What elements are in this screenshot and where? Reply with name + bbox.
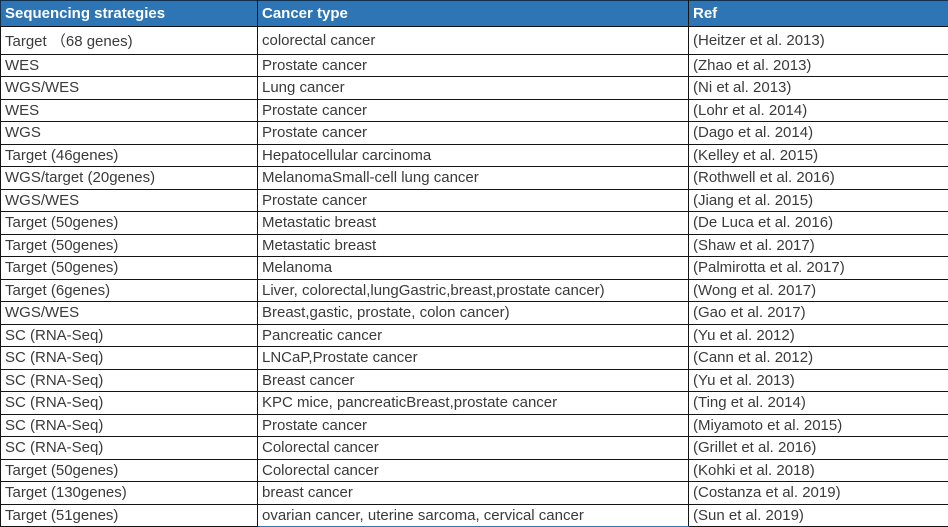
table-row: SC (RNA-Seq) Pancreatic cancer (Yu et al…: [0, 323, 948, 347]
cell-ref: (Dago et al. 2014): [688, 121, 948, 145]
cell-cancer-type: Prostate cancer: [257, 413, 689, 437]
header-row: Sequencing strategies Cancer type Ref: [0, 0, 948, 27]
table-row: WGS Prostate cancer (Dago et al. 2014): [0, 121, 948, 145]
cell-sequencing-strategy: Target (130genes): [0, 481, 258, 505]
cell-ref: (Gao et al. 2017): [688, 301, 948, 325]
table-row: WGS/WES Breast,gastic, prostate, colon c…: [0, 301, 948, 325]
cell-sequencing-strategy: SC (RNA-Seq): [0, 368, 258, 392]
cell-sequencing-strategy: SC (RNA-Seq): [0, 346, 258, 370]
cell-sequencing-strategy: Target (46genes): [0, 143, 258, 167]
cell-ref: (Kohki et al. 2018): [688, 458, 948, 482]
cell-cancer-type: Colorectal cancer: [257, 458, 689, 482]
cell-sequencing-strategy: Target (50genes): [0, 458, 258, 482]
cell-ref: (Shaw et al. 2017): [688, 233, 948, 257]
table-row: WES Prostate cancer (Lohr et al. 2014): [0, 98, 948, 122]
table-row: WGS/target (20genes) MelanomaSmall-cell …: [0, 166, 948, 190]
table-row: WGS/WES Prostate cancer (Jiang et al. 20…: [0, 188, 948, 212]
table-row: Target (51genes) ovarian cancer, uterine…: [0, 503, 948, 527]
cell-sequencing-strategy: WGS/WES: [0, 188, 258, 212]
cell-ref: (Lohr et al. 2014): [688, 98, 948, 122]
table-row: Target (6genes) Liver, colorectal,lungGa…: [0, 278, 948, 302]
table-row: Target (50genes) Metastatic breast (Shaw…: [0, 233, 948, 257]
table-row: SC (RNA-Seq) Colorectal cancer (Grillet …: [0, 436, 948, 460]
table-row: Target （68 genes) colorectal cancer (Hei…: [0, 26, 948, 55]
cell-ref: (Yu et al. 2012): [688, 323, 948, 347]
table-row: WGS/WES Lung cancer (Ni et al. 2013): [0, 76, 948, 100]
cell-sequencing-strategy: SC (RNA-Seq): [0, 436, 258, 460]
table-row: SC (RNA-Seq) Prostate cancer (Miyamoto e…: [0, 413, 948, 437]
cell-sequencing-strategy: WES: [0, 98, 258, 122]
table-row: SC (RNA-Seq) KPC mice, pancreaticBreast,…: [0, 391, 948, 415]
cell-cancer-type: MelanomaSmall-cell lung cancer: [257, 166, 689, 190]
cell-ref: (De Luca et al. 2016): [688, 211, 948, 235]
table-row: WES Prostate cancer (Zhao et al. 2013): [0, 53, 948, 77]
table-row: Target (46genes) Hepatocellular carcinom…: [0, 143, 948, 167]
cell-cancer-type: Prostate cancer: [257, 53, 689, 77]
cell-ref: (Cann et al. 2012): [688, 346, 948, 370]
cell-cancer-type: colorectal cancer: [257, 26, 689, 55]
cell-ref: (Kelley et al. 2015): [688, 143, 948, 167]
cell-sequencing-strategy: WGS/WES: [0, 76, 258, 100]
cell-ref: (Palmirotta et al. 2017): [688, 256, 948, 280]
cell-cancer-type: Breast cancer: [257, 368, 689, 392]
header-cancer-type: Cancer type: [257, 0, 689, 27]
cell-ref: (Yu et al. 2013): [688, 368, 948, 392]
cell-cancer-type: Prostate cancer: [257, 98, 689, 122]
table-row: SC (RNA-Seq) Breast cancer (Yu et al. 20…: [0, 368, 948, 392]
cell-ref: (Costanza et al. 2019): [688, 481, 948, 505]
cell-sequencing-strategy: WES: [0, 53, 258, 77]
cell-sequencing-strategy: Target （68 genes): [0, 26, 258, 55]
cell-cancer-type: Melanoma: [257, 256, 689, 280]
header-sequencing-strategies: Sequencing strategies: [0, 0, 258, 27]
cell-cancer-type: Metastatic breast: [257, 233, 689, 257]
cell-sequencing-strategy: SC (RNA-Seq): [0, 323, 258, 347]
cell-ref: (Miyamoto et al. 2015): [688, 413, 948, 437]
cell-cancer-type: KPC mice, pancreaticBreast,prostate canc…: [257, 391, 689, 415]
table-header: Sequencing strategies Cancer type Ref: [0, 0, 948, 27]
cell-cancer-type: breast cancer: [257, 481, 689, 505]
cell-cancer-type: Pancreatic cancer: [257, 323, 689, 347]
cell-sequencing-strategy: Target (6genes): [0, 278, 258, 302]
cell-sequencing-strategy: WGS: [0, 121, 258, 145]
cell-ref: (Wong et al. 2017): [688, 278, 948, 302]
table-row: Target (130genes) breast cancer (Costanz…: [0, 481, 948, 505]
cell-ref: (Zhao et al. 2013): [688, 53, 948, 77]
cell-cancer-type: LNCaP,Prostate cancer: [257, 346, 689, 370]
table-row: SC (RNA-Seq) LNCaP,Prostate cancer (Cann…: [0, 346, 948, 370]
cell-cancer-type: Prostate cancer: [257, 188, 689, 212]
cell-cancer-type: Liver, colorectal,lungGastric,breast,pro…: [257, 278, 689, 302]
cell-ref: (Ni et al. 2013): [688, 76, 948, 100]
cell-ref: (Heitzer et al. 2013): [688, 26, 948, 55]
cell-ref: (Rothwell et al. 2016): [688, 166, 948, 190]
cell-sequencing-strategy: Target (50genes): [0, 256, 258, 280]
table-row: Target (50genes) Metastatic breast (De L…: [0, 211, 948, 235]
cell-cancer-type: Lung cancer: [257, 76, 689, 100]
cell-ref: (Ting et al. 2014): [688, 391, 948, 415]
table-row: Target (50genes) Colorectal cancer (Kohk…: [0, 458, 948, 482]
cell-cancer-type: Colorectal cancer: [257, 436, 689, 460]
cell-cancer-type: ovarian cancer, uterine sarcoma, cervica…: [257, 503, 689, 527]
cell-ref: (Sun et al. 2019): [688, 503, 948, 527]
cell-ref: (Grillet et al. 2016): [688, 436, 948, 460]
cell-sequencing-strategy: SC (RNA-Seq): [0, 413, 258, 437]
cell-sequencing-strategy: Target (50genes): [0, 211, 258, 235]
cell-sequencing-strategy: Target (51genes): [0, 503, 258, 527]
cell-sequencing-strategy: WGS/WES: [0, 301, 258, 325]
cell-ref: (Jiang et al. 2015): [688, 188, 948, 212]
cell-cancer-type: Metastatic breast: [257, 211, 689, 235]
cell-cancer-type: Prostate cancer: [257, 121, 689, 145]
cell-sequencing-strategy: SC (RNA-Seq): [0, 391, 258, 415]
cell-cancer-type: Breast,gastic, prostate, colon cancer): [257, 301, 689, 325]
table-row: Target (50genes) Melanoma (Palmirotta et…: [0, 256, 948, 280]
header-ref: Ref: [688, 0, 948, 27]
table-body: Target （68 genes) colorectal cancer (Hei…: [0, 26, 948, 527]
cell-sequencing-strategy: WGS/target (20genes): [0, 166, 258, 190]
cell-cancer-type: Hepatocellular carcinoma: [257, 143, 689, 167]
cell-sequencing-strategy: Target (50genes): [0, 233, 258, 257]
